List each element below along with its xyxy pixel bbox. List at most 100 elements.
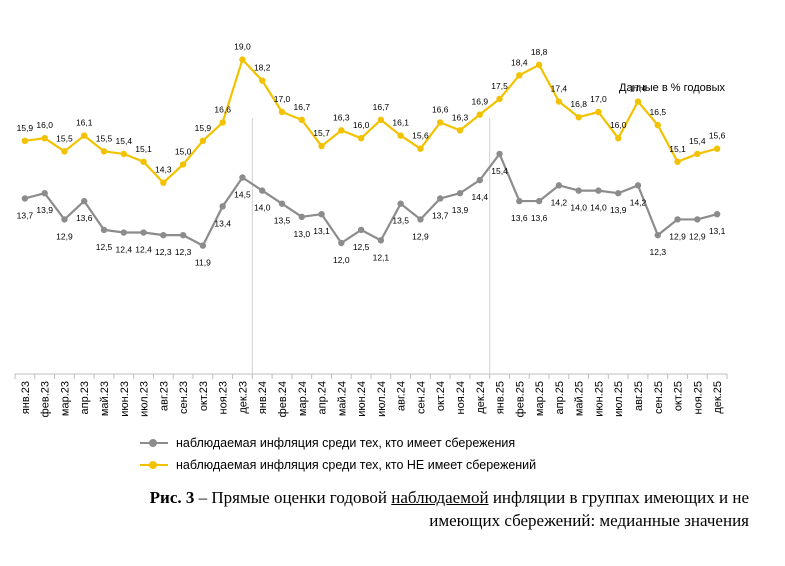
data-label-non-savers: 17,4 <box>630 84 647 94</box>
data-point-savers <box>318 210 325 218</box>
data-label-non-savers: 15,4 <box>116 136 133 146</box>
data-point-non-savers <box>61 148 68 155</box>
data-label-non-savers: 15,9 <box>17 123 34 133</box>
caption-text-before: Прямые оценки годовой <box>211 488 392 507</box>
data-point-savers <box>615 190 622 197</box>
x-tick-label: авг.25 <box>633 381 645 411</box>
data-point-non-savers <box>634 98 642 105</box>
x-tick-label: сен.24 <box>415 381 427 414</box>
data-point-savers <box>61 216 68 223</box>
x-tick-label: июл.24 <box>376 381 388 417</box>
x-tick-label: ноя.25 <box>692 381 704 414</box>
x-tick-label: июн.25 <box>593 381 605 417</box>
data-label-non-savers: 18,4 <box>511 57 528 67</box>
data-label-savers: 12,9 <box>56 231 73 241</box>
data-point-non-savers <box>41 135 48 142</box>
data-label-savers: 14,0 <box>590 203 607 213</box>
data-label-non-savers: 16,1 <box>76 118 93 128</box>
data-label-non-savers: 16,5 <box>650 107 667 117</box>
data-point-savers <box>713 210 721 218</box>
data-point-savers <box>179 231 187 239</box>
x-tick-label: фев.25 <box>514 381 526 417</box>
data-point-non-savers <box>575 114 582 121</box>
legend: наблюдаемая инфляция среди тех, кто имее… <box>140 432 536 476</box>
data-point-non-savers <box>694 150 701 158</box>
data-label-non-savers: 16,6 <box>214 104 231 114</box>
data-point-savers <box>120 229 127 236</box>
data-label-savers: 12,9 <box>412 231 429 241</box>
caption-underlined: наблюдаемой <box>391 488 489 507</box>
data-point-non-savers <box>239 56 246 63</box>
data-label-non-savers: 17,4 <box>551 84 568 94</box>
data-point-savers <box>555 182 563 189</box>
data-point-non-savers <box>160 179 167 186</box>
data-label-savers: 13,6 <box>76 213 93 223</box>
data-point-savers <box>219 203 226 210</box>
x-tick-label: окт.25 <box>673 381 685 411</box>
data-label-non-savers: 15,1 <box>669 144 686 154</box>
x-tick-label: май.24 <box>336 381 348 416</box>
data-point-savers <box>437 195 444 202</box>
x-tick-label: ноя.24 <box>455 381 467 414</box>
series-line-non-savers <box>24 58 718 184</box>
data-label-non-savers: 16,0 <box>353 120 370 130</box>
data-point-non-savers <box>496 95 503 103</box>
data-point-savers <box>199 242 207 249</box>
data-label-non-savers: 15,6 <box>412 131 429 141</box>
data-label-savers: 11,9 <box>195 258 211 268</box>
data-label-savers: 12,3 <box>650 247 667 257</box>
x-tick-label: апр.24 <box>317 381 329 414</box>
legend-item-savers: наблюдаемая инфляция среди тех, кто имее… <box>140 432 536 454</box>
data-point-savers <box>694 216 701 223</box>
data-label-savers: 12,1 <box>373 252 390 262</box>
data-label-savers: 14,0 <box>254 203 271 213</box>
data-point-savers <box>496 150 503 158</box>
data-label-non-savers: 15,6 <box>709 131 726 141</box>
data-label-savers: 12,4 <box>116 245 133 255</box>
data-label-savers: 13,6 <box>531 213 548 223</box>
data-label-savers: 13,9 <box>610 205 627 215</box>
data-point-non-savers <box>278 108 286 116</box>
data-label-savers: 12,4 <box>135 245 152 255</box>
data-label-savers: 13,1 <box>709 226 726 236</box>
data-point-non-savers <box>179 161 187 168</box>
data-point-non-savers <box>298 116 305 124</box>
x-tick-label: окт.23 <box>198 381 210 411</box>
x-tick-label: апр.25 <box>554 381 566 414</box>
data-label-non-savers: 16,6 <box>432 104 449 114</box>
data-label-non-savers: 15,7 <box>313 128 330 138</box>
data-label-savers: 14,2 <box>551 197 568 207</box>
data-point-non-savers <box>476 111 483 118</box>
legend-dot-savers <box>149 439 157 447</box>
data-point-non-savers <box>21 137 29 145</box>
data-label-non-savers: 16,7 <box>373 102 390 112</box>
data-point-non-savers <box>555 98 563 105</box>
data-label-savers: 12,0 <box>333 255 350 265</box>
data-point-non-savers <box>377 116 385 124</box>
x-tick-label: июл.23 <box>139 381 151 417</box>
data-point-non-savers <box>595 108 602 116</box>
data-label-non-savers: 15,0 <box>175 146 192 156</box>
data-point-savers <box>674 216 681 223</box>
caption-dash: – <box>194 488 212 507</box>
data-label-savers: 12,9 <box>689 231 706 241</box>
data-point-savers <box>81 197 88 205</box>
data-point-savers <box>278 200 286 207</box>
data-label-savers: 12,9 <box>669 231 686 241</box>
data-label-non-savers: 16,0 <box>36 120 53 130</box>
x-tick-label: мар.24 <box>297 381 309 416</box>
data-point-non-savers <box>259 77 266 84</box>
x-tick-label: июн.24 <box>356 381 368 417</box>
data-label-non-savers: 18,8 <box>531 47 548 57</box>
legend-swatch-non-savers <box>140 460 168 470</box>
x-tick-label: авг.23 <box>158 381 170 411</box>
unit-note: Данные в % годовых <box>619 82 725 94</box>
data-label-non-savers: 16,0 <box>610 120 627 130</box>
data-label-non-savers: 16,1 <box>392 118 409 128</box>
data-point-savers <box>259 187 266 194</box>
legend-label-savers: наблюдаемая инфляция среди тех, кто имее… <box>176 436 516 450</box>
data-label-savers: 13,4 <box>214 218 231 228</box>
x-tick-label: сен.25 <box>653 381 665 414</box>
legend-label-non-savers: наблюдаемая инфляция среди тех, кто НЕ и… <box>176 458 537 472</box>
data-point-non-savers <box>615 135 622 142</box>
